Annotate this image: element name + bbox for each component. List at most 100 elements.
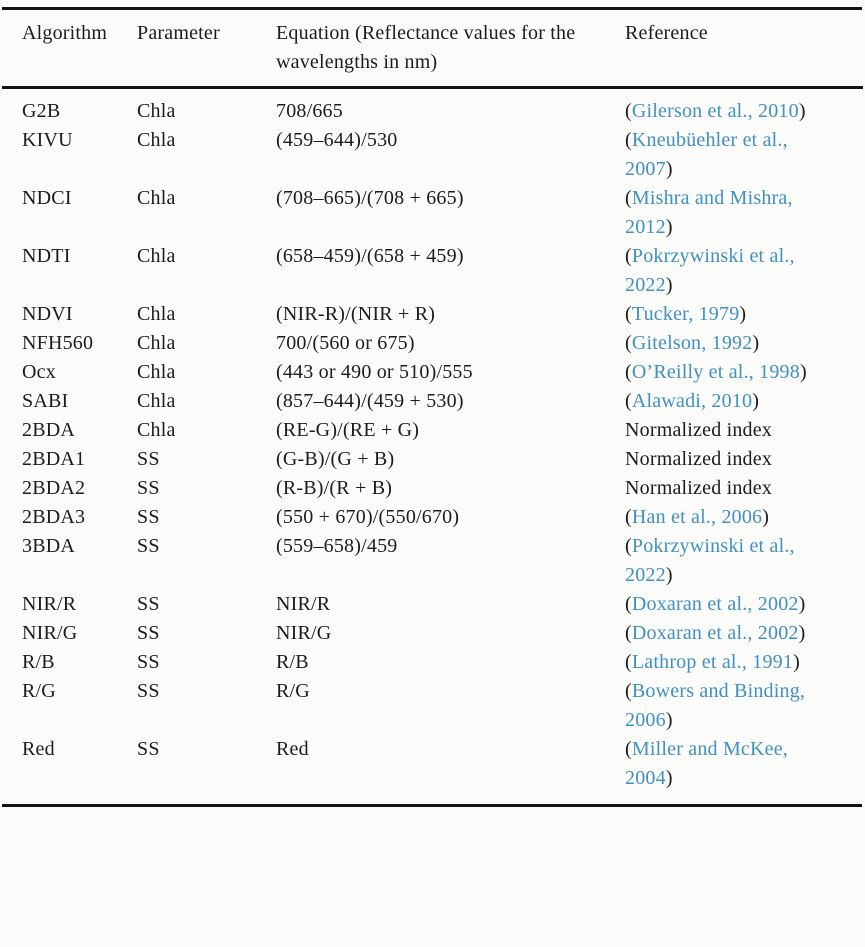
algorithm-cell: SABI bbox=[22, 390, 69, 412]
reference-link[interactable]: Doxaran et al., 2002 bbox=[631, 622, 799, 644]
open-paren: ( bbox=[625, 129, 632, 151]
reference-cell: (Pokrzywinski et al., 2022) bbox=[625, 532, 863, 590]
parameter-cell: SS bbox=[137, 680, 160, 702]
table-row: NDTI Chla (658–459)/(658 + 459) (Pokrzywins… bbox=[2, 242, 863, 300]
algorithm-cell: NDCI bbox=[22, 187, 72, 209]
reference-link[interactable]: Miller and McKee, 2004 bbox=[625, 738, 788, 789]
close-paren: ) bbox=[799, 361, 807, 383]
algorithm-cell: NDVI bbox=[22, 303, 73, 325]
close-paren: ) bbox=[798, 100, 806, 122]
close-paren: ) bbox=[798, 622, 806, 644]
reference-cell: (Tucker, 1979) bbox=[625, 300, 863, 329]
equation-cell: (559–658)/459 bbox=[276, 535, 398, 557]
reference-link[interactable]: Han et al., 2006 bbox=[631, 506, 763, 528]
reference-cell: (Gitelson, 1992) bbox=[625, 329, 863, 358]
close-paren: ) bbox=[665, 709, 673, 731]
reference-link[interactable]: Kneubüehler et al., 2007 bbox=[625, 129, 788, 180]
reference-wrap: (Kneubüehler et al., 2007) bbox=[625, 126, 807, 184]
open-paren: ( bbox=[625, 506, 632, 528]
close-paren: ) bbox=[665, 158, 673, 180]
parameter-cell: Chla bbox=[137, 332, 176, 354]
parameter-cell: SS bbox=[137, 477, 160, 499]
reference-wrap: (Bowers and Binding, 2006) bbox=[625, 677, 807, 735]
open-paren: ( bbox=[625, 593, 632, 615]
algorithm-cell: NIR/R bbox=[22, 593, 77, 615]
equation-cell: (R-B)/(R + B) bbox=[276, 477, 393, 499]
parameter-cell: SS bbox=[137, 535, 160, 557]
parameter-cell: SS bbox=[137, 448, 160, 470]
table-row: R/G SS R/G (Bowers and Binding, 2006) bbox=[2, 677, 863, 735]
reference-cell: (O’Reilly et al., 1998) bbox=[625, 358, 863, 387]
parameter-cell: SS bbox=[137, 593, 160, 615]
reference-text: Normalized index bbox=[625, 477, 773, 499]
parameter-cell: Chla bbox=[137, 361, 176, 383]
equation-cell: NIR/G bbox=[276, 622, 332, 644]
equation-cell: NIR/R bbox=[276, 593, 331, 615]
equation-cell: 708/665 bbox=[276, 100, 343, 122]
table-row: NDCI Chla (708–665)/(708 + 665) (Mishra and… bbox=[2, 184, 863, 242]
reference-link[interactable]: Mishra and Mishra, 2012 bbox=[625, 187, 793, 238]
table-row: NIR/R SS NIR/R (Doxaran et al., 2002) bbox=[2, 590, 863, 619]
parameter-cell: SS bbox=[137, 622, 160, 644]
reference-link[interactable]: Alawadi, 2010 bbox=[631, 390, 753, 412]
algorithm-cell: NIR/G bbox=[22, 622, 78, 644]
reference-wrap: (Lathrop et al., 1991) bbox=[625, 648, 807, 677]
reference-wrap: Normalized index bbox=[625, 474, 807, 503]
reference-cell: (Mishra and Mishra, 2012) bbox=[625, 184, 863, 242]
parameter-cell: Chla bbox=[137, 245, 176, 267]
algorithm-cell: 2BDA1 bbox=[22, 448, 86, 470]
open-paren: ( bbox=[625, 680, 632, 702]
algorithms-table: Algorithm Parameter Equation (Reflectanc… bbox=[2, 7, 863, 807]
reference-text: Normalized index bbox=[625, 448, 773, 470]
reference-cell: (Lathrop et al., 1991) bbox=[625, 648, 863, 677]
algorithm-cell: NDTI bbox=[22, 245, 71, 267]
reference-link[interactable]: O’Reilly et al., 1998 bbox=[631, 361, 800, 383]
equation-cell: (658–459)/(658 + 459) bbox=[276, 245, 464, 267]
table-row: KIVU Chla (459–644)/530 (Kneubüehler et al.… bbox=[2, 126, 863, 184]
column-header-algorithm: Algorithm bbox=[2, 10, 137, 89]
header-row: Algorithm Parameter Equation (Reflectanc… bbox=[2, 10, 863, 89]
reference-link[interactable]: Pokrzywinski et al., 2022 bbox=[625, 245, 795, 296]
open-paren: ( bbox=[625, 245, 632, 267]
table-row: G2B Chla 708/665 (Gilerson et al., 2010) bbox=[2, 88, 863, 127]
parameter-cell: Chla bbox=[137, 187, 176, 209]
reference-link[interactable]: Pokrzywinski et al., 2022 bbox=[625, 535, 795, 586]
table-row: R/B SS R/B (Lathrop et al., 1991) bbox=[2, 648, 863, 677]
equation-cell: R/G bbox=[276, 680, 310, 702]
reference-link[interactable]: Gilerson et al., 2010 bbox=[631, 100, 799, 122]
parameter-cell: Chla bbox=[137, 390, 176, 412]
open-paren: ( bbox=[625, 332, 632, 354]
reference-link[interactable]: Gitelson, 1992 bbox=[631, 332, 753, 354]
close-paren: ) bbox=[762, 506, 770, 528]
reference-link[interactable]: Tucker, 1979 bbox=[631, 303, 740, 325]
reference-link[interactable]: Doxaran et al., 2002 bbox=[631, 593, 799, 615]
reference-cell: (Doxaran et al., 2002) bbox=[625, 619, 863, 648]
algorithm-reference-table: Algorithm Parameter Equation (Reflectanc… bbox=[2, 10, 863, 804]
reference-cell: (Han et al., 2006) bbox=[625, 503, 863, 532]
table-body: G2B Chla 708/665 (Gilerson et al., 2010) KIV… bbox=[2, 88, 863, 805]
equation-cell: (G-B)/(G + B) bbox=[276, 448, 395, 470]
close-paren: ) bbox=[665, 216, 673, 238]
reference-text: Normalized index bbox=[625, 419, 773, 441]
equation-cell: (708–665)/(708 + 665) bbox=[276, 187, 464, 209]
table-row: Ocx Chla (443 or 490 or 510)/555 (O’Reilly … bbox=[2, 358, 863, 387]
parameter-cell: SS bbox=[137, 651, 160, 673]
parameter-cell: SS bbox=[137, 738, 160, 760]
algorithm-cell: 2BDA2 bbox=[22, 477, 86, 499]
reference-wrap: Normalized index bbox=[625, 445, 807, 474]
reference-cell: (Doxaran et al., 2002) bbox=[625, 590, 863, 619]
close-paren: ) bbox=[665, 564, 673, 586]
open-paren: ( bbox=[625, 622, 632, 644]
equation-cell: (NIR-R)/(NIR + R) bbox=[276, 303, 436, 325]
reference-cell: (Gilerson et al., 2010) bbox=[625, 88, 863, 127]
reference-link[interactable]: Bowers and Binding, 2006 bbox=[625, 680, 806, 731]
reference-link[interactable]: Lathrop et al., 1991 bbox=[631, 651, 794, 673]
close-paren: ) bbox=[793, 651, 800, 673]
close-paren: ) bbox=[665, 274, 673, 296]
algorithm-cell: KIVU bbox=[22, 129, 73, 151]
reference-cell: Normalized index bbox=[625, 445, 863, 474]
open-paren: ( bbox=[625, 100, 632, 122]
algorithm-cell: R/B bbox=[22, 651, 55, 673]
table-row: 2BDA2 SS (R-B)/(R + B) Normalized index bbox=[2, 474, 863, 503]
close-paren: ) bbox=[739, 303, 747, 325]
